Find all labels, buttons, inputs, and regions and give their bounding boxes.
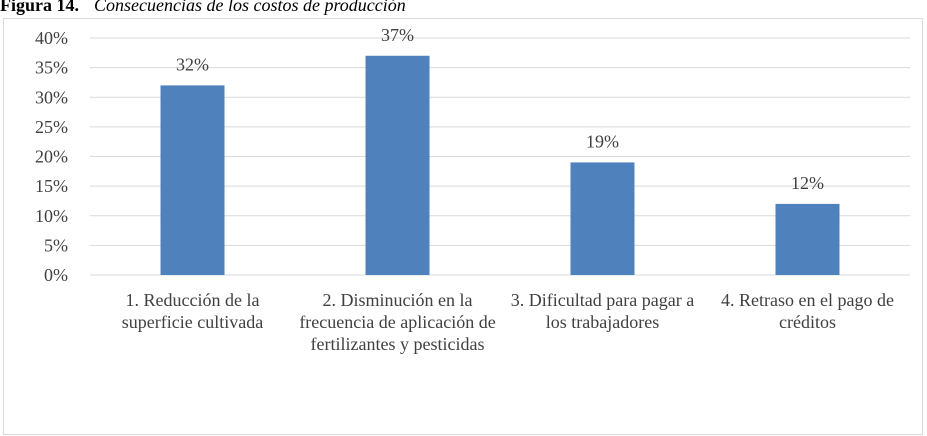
data-label: 19% — [586, 131, 619, 151]
x-tick-label-box: 2. Disminución en la frecuencia de aplic… — [299, 290, 496, 354]
y-tick-label: 30% — [35, 87, 68, 107]
chart-title: Consecuencias de los costos de producció… — [94, 0, 406, 15]
y-tick-label: 0% — [44, 265, 68, 285]
y-tick-label: 40% — [35, 28, 68, 48]
x-tick-label: 1. Reducción de la superficie cultivada — [121, 290, 264, 332]
chart-border — [3, 18, 923, 435]
y-tick-label: 5% — [44, 235, 68, 255]
data-label: 12% — [791, 173, 824, 193]
figure-label: Figura 14. — [0, 0, 79, 15]
y-tick-label: 35% — [35, 58, 68, 78]
bar — [775, 203, 840, 275]
x-tick-label: 3. Dificultad para pagar a los trabajado… — [510, 290, 695, 332]
y-tick-label: 15% — [35, 176, 68, 196]
data-label: 37% — [381, 25, 414, 45]
x-tick-label-box: 3. Dificultad para pagar a los trabajado… — [510, 290, 695, 332]
bar — [365, 55, 430, 276]
x-tick-label: 2. Disminución en la frecuencia de aplic… — [299, 290, 496, 354]
x-tick-label-box: 4. Retraso en el pago de créditos — [721, 290, 894, 332]
x-tick-label-box: 1. Reducción de la superficie cultivada — [121, 290, 264, 332]
bar — [160, 85, 225, 276]
x-tick-label: 4. Retraso en el pago de créditos — [721, 290, 894, 332]
bar — [570, 162, 635, 275]
y-tick-label: 20% — [35, 147, 68, 167]
data-label: 32% — [176, 54, 209, 74]
y-tick-label: 25% — [35, 117, 68, 137]
y-tick-label: 10% — [35, 206, 68, 226]
